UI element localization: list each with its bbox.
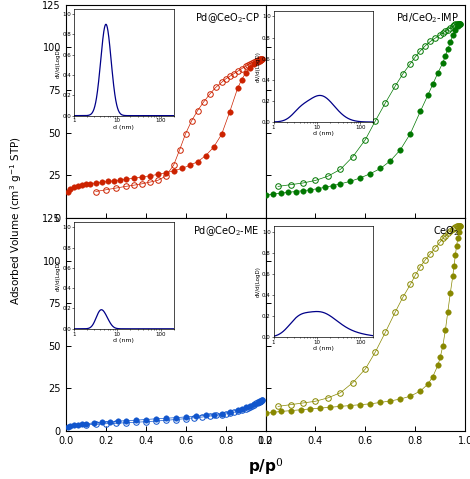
Text: Adsorbed Volume (cm$^3$ g$^{-1}$ STP): Adsorbed Volume (cm$^3$ g$^{-1}$ STP) (8, 136, 24, 305)
Text: Pd@CeO$_2$-ME: Pd@CeO$_2$-ME (193, 224, 259, 238)
Text: Pd/CeO$_2$-IMP: Pd/CeO$_2$-IMP (396, 11, 459, 25)
Text: Pd@CeO$_2$-CP: Pd@CeO$_2$-CP (195, 11, 259, 25)
Text: CeO$_2$: CeO$_2$ (433, 224, 459, 238)
Text: p/p$^0$: p/p$^0$ (248, 456, 283, 478)
